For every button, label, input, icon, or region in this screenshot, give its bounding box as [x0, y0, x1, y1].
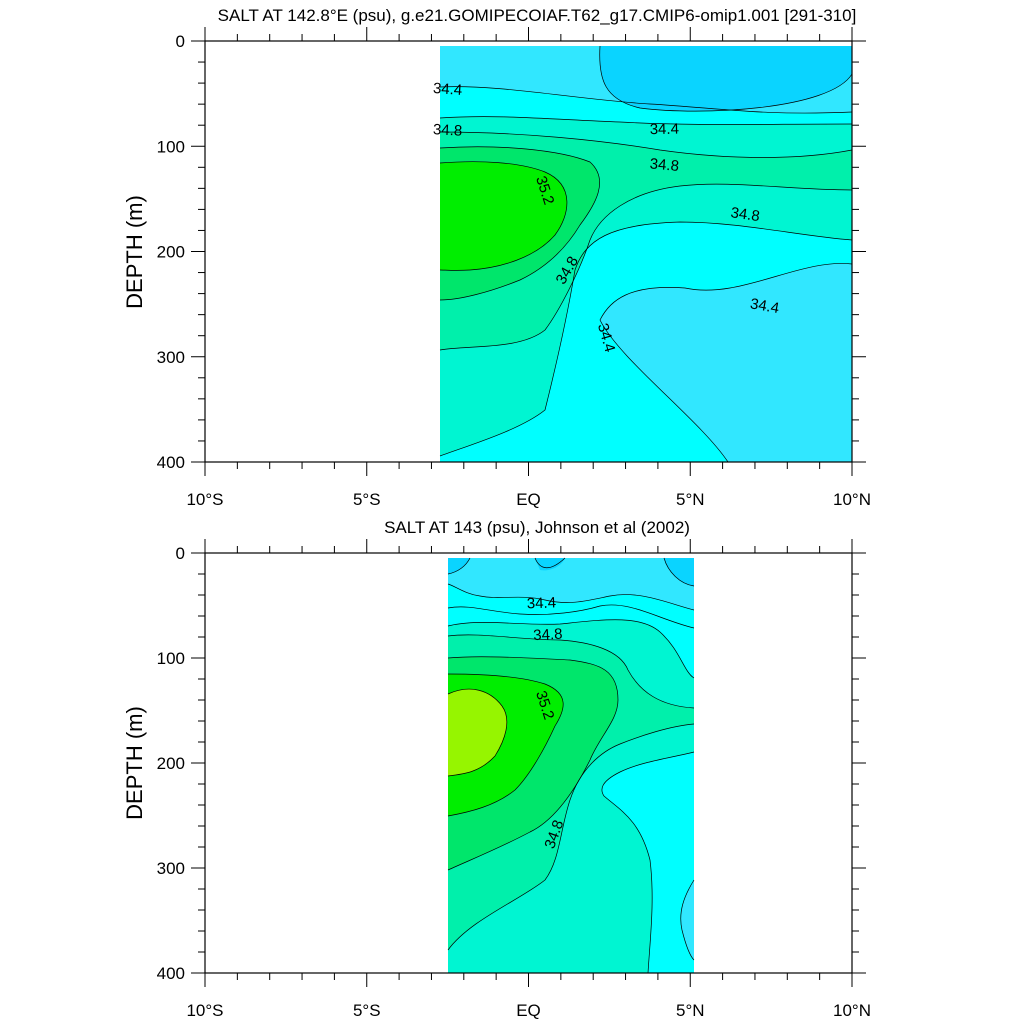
bottom-contour-35.4: [447, 688, 508, 777]
bottom-y-tick-label: 400: [157, 964, 185, 983]
bottom-contour-34.6b: [601, 751, 695, 974]
top-x-axis: 10°S 5°S EQ 5°N 10°N: [186, 27, 871, 509]
top-contour-35.2: [439, 161, 568, 271]
bottom-y-tick-label: 100: [157, 649, 185, 668]
bottom-contour-35.2: [447, 673, 564, 817]
bottom-fill-34.0-mid: [535, 558, 565, 571]
top-contour-34.8a: [439, 131, 853, 158]
bottom-y-tick-label: 0: [176, 544, 185, 563]
bottom-contour-label: 34.4: [527, 594, 557, 612]
bottom-contour-34.6: [447, 619, 695, 679]
top-y-tick-label: 300: [157, 348, 185, 367]
bottom-x-tick-label: 5°N: [676, 1001, 705, 1020]
bottom-contour-34.4b: [680, 879, 695, 961]
top-panel-ylabel: DEPTH (m): [122, 195, 147, 309]
top-y-axis: 0 100 200 300 400: [157, 32, 866, 472]
top-x-tick-label: 5°N: [676, 490, 705, 509]
bottom-panel: SALT AT 143 (psu), Johnson et al (2002) …: [122, 518, 871, 1020]
top-panel: SALT AT 142.8°E (psu), g.e21.GOMIPECOIAF…: [122, 6, 871, 509]
top-fill-34.0: [599, 46, 852, 112]
bottom-fill-34.0-east: [664, 558, 694, 586]
top-contour-label: 34.8: [649, 155, 680, 174]
bottom-contour-lines: [447, 557, 695, 974]
bottom-contour-34.5: [447, 604, 695, 629]
top-fill-35.2: [440, 161, 567, 271]
bottom-x-tick-label: 5°S: [353, 1001, 381, 1020]
top-contour-label: 34.8: [730, 204, 761, 225]
top-contour-lines: [439, 45, 853, 463]
bottom-y-tick-label: 300: [157, 859, 185, 878]
bottom-contour-35.0: [447, 656, 619, 871]
bottom-panel-ylabel: DEPTH (m): [122, 706, 147, 820]
bottom-x-axis: 10°S 5°S EQ 5°N 10°N: [186, 539, 871, 1020]
top-panel-title: SALT AT 142.8°E (psu), g.e21.GOMIPECOIAF…: [218, 6, 857, 25]
top-y-tick-label: 200: [157, 243, 185, 262]
top-contour-34.2: [599, 45, 853, 112]
bottom-y-tick-label: 200: [157, 754, 185, 773]
top-x-tick-label: 5°S: [353, 490, 381, 509]
bottom-x-tick-label: 10°S: [186, 1001, 223, 1020]
top-contour-label: 34.4: [749, 295, 781, 317]
top-x-tick-label: 10°S: [186, 490, 223, 509]
top-y-tick-label: 400: [157, 453, 185, 472]
bottom-contour-34.8a: [447, 634, 695, 709]
bottom-y-axis: 0 100 200 300 400: [157, 544, 866, 983]
top-contour-34.4b: [599, 263, 853, 463]
bottom-x-tick-label: 10°N: [833, 1001, 871, 1020]
bottom-contour-34.2-mid: [534, 557, 566, 569]
bottom-contour-labels: 34.434.835.234.8: [527, 594, 568, 851]
bottom-x-tick-label: EQ: [516, 1001, 541, 1020]
top-y-tick-label: 100: [157, 137, 185, 156]
bottom-fill-34.0-west: [448, 558, 470, 574]
bottom-contour-label: 34.8: [533, 626, 563, 645]
top-y-tick-label: 0: [176, 32, 185, 51]
top-contour-34.4: [439, 86, 853, 114]
bottom-contour-34.8b: [447, 723, 695, 951]
top-fill-34.2-deep: [600, 263, 852, 462]
bottom-contour-34.4: [447, 583, 695, 611]
top-contour-label: 34.4: [650, 121, 679, 139]
bottom-salinity-field: [448, 558, 694, 973]
bottom-panel-title: SALT AT 143 (psu), Johnson et al (2002): [384, 518, 690, 537]
top-contour-34.6b: [439, 221, 853, 457]
bottom-contour-34.2-west: [447, 557, 471, 575]
bottom-fill-35.4: [448, 689, 507, 776]
top-contour-label: 34.4: [432, 80, 462, 99]
top-contour-34.6: [439, 116, 853, 125]
top-contour-34.8b: [439, 183, 853, 351]
top-contour-label: 34.8: [433, 121, 463, 140]
bottom-fill-34.2-deep: [680, 880, 694, 960]
top-x-tick-label: EQ: [516, 490, 541, 509]
top-contour-35.0: [439, 146, 600, 301]
top-salinity-field: [440, 46, 852, 462]
bottom-contour-34.2-east: [663, 557, 695, 587]
top-x-tick-label: 10°N: [833, 490, 871, 509]
